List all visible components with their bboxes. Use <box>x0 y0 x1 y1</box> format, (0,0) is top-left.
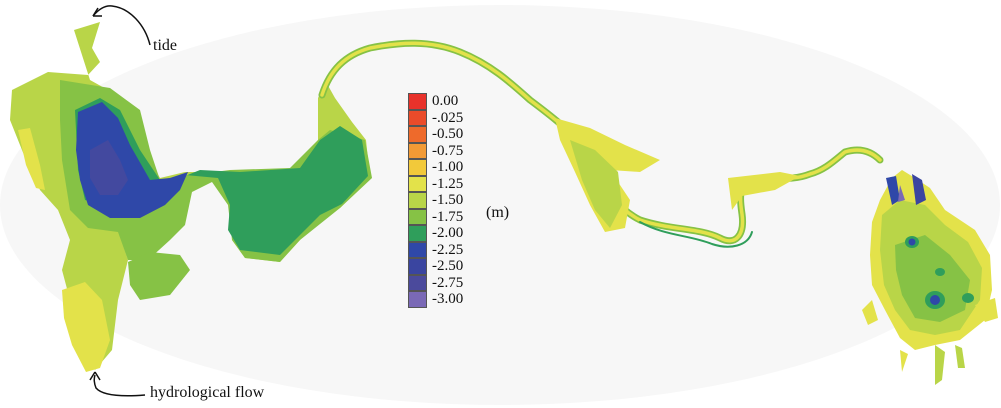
legend-item: -1.00 <box>408 159 463 176</box>
river-channel <box>318 39 884 248</box>
legend-swatch <box>408 241 427 258</box>
legend-unit: (m) <box>486 204 510 221</box>
legend-swatch <box>408 208 427 225</box>
hydrological-flow-label: hydrological flow <box>150 384 265 401</box>
left-estuary-region <box>10 22 372 372</box>
legend-label: -0.50 <box>432 126 464 143</box>
tide-arrowhead <box>92 7 102 17</box>
color-legend: 0.00 -.025 -0.50 -0.75 -1.00 -1.25 -1.50 -1.75-… <box>408 93 463 308</box>
legend-item: -.025 <box>408 109 464 126</box>
river-lobe-small <box>728 172 800 210</box>
legend-item: -3.00 <box>408 291 463 308</box>
legend-label: -2.25 <box>432 241 464 258</box>
tide-label: tide <box>153 37 177 54</box>
legend-item: -2.25 <box>408 241 464 258</box>
flow-arrow <box>93 374 146 397</box>
river-lobe-mid-inner <box>570 140 622 228</box>
legend-swatch <box>408 93 427 110</box>
legend-swatch <box>408 109 427 126</box>
legend-item: 0.00 <box>408 93 463 110</box>
legend-label: -.025 <box>432 109 464 126</box>
legend-swatch <box>408 126 427 143</box>
legend-item: -0.50 <box>408 126 463 143</box>
legend-item: -1.25 <box>408 175 464 192</box>
legend-swatch <box>408 142 427 159</box>
legend-swatch <box>408 274 427 291</box>
legend-item: -2.75 <box>408 274 464 291</box>
legend-swatch <box>408 258 427 275</box>
legend-item: -2.50 <box>408 258 463 275</box>
legend-label: -1.75 <box>432 208 464 225</box>
legend-label: -2.00 <box>432 225 464 242</box>
legend-swatch <box>408 159 427 176</box>
legend-swatch <box>408 225 427 242</box>
legend-label: -1.25 <box>432 175 464 192</box>
legend-label: -2.75 <box>432 274 464 291</box>
legend-label: -1.50 <box>432 192 464 209</box>
legend-label: -2.50 <box>432 258 464 275</box>
legend-label: -3.00 <box>432 291 464 308</box>
map-background <box>0 5 1000 405</box>
legend-swatch <box>408 291 427 308</box>
legend-item: -1.50 <box>408 192 463 209</box>
legend-item: -2.00 <box>408 225 463 242</box>
legend-swatch <box>408 192 427 209</box>
legend-label: -0.75 <box>432 142 464 159</box>
tide-arrow <box>92 5 151 46</box>
flow-arrowhead <box>89 371 101 381</box>
legend-item: -0.75 <box>408 142 464 159</box>
legend-label: -1.00 <box>432 159 464 176</box>
legend-item: -1.75 <box>408 208 464 225</box>
legend-swatch <box>408 175 427 192</box>
right-basin-region <box>862 170 998 385</box>
legend-label: 0.00 <box>432 93 459 110</box>
